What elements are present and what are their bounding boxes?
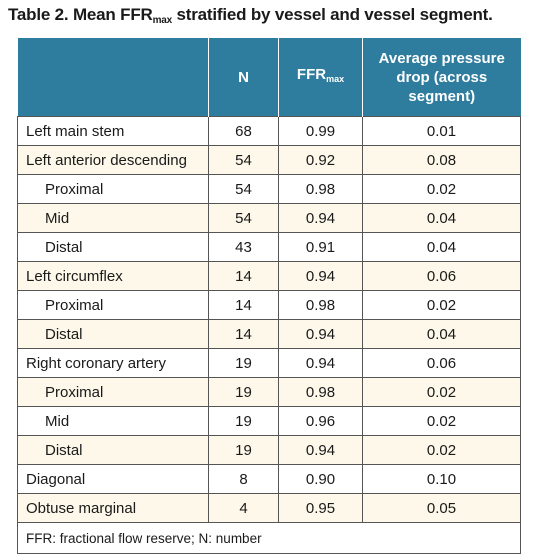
row-label: Mid (17, 203, 209, 233)
table-header: N FFRmax Average pressure drop (across s… (17, 38, 521, 117)
row-ffr: 0.98 (278, 174, 363, 204)
row-ffr: 0.96 (278, 406, 363, 436)
row-pressure-drop: 0.02 (362, 406, 521, 436)
table-row: Proximal 19 0.98 0.02 (17, 377, 521, 407)
row-ffr: 0.94 (278, 435, 363, 465)
row-pressure-drop: 0.04 (362, 203, 521, 233)
table-row: Right coronary artery 19 0.94 0.06 (17, 348, 521, 378)
table-row: Proximal 14 0.98 0.02 (17, 290, 521, 320)
row-pressure-drop: 0.10 (362, 464, 521, 494)
row-pressure-drop: 0.02 (362, 377, 521, 407)
row-pressure-drop: 0.04 (362, 319, 521, 349)
row-pressure-drop: 0.02 (362, 435, 521, 465)
table-title: Table 2. Mean FFRmax stratified by vesse… (8, 5, 493, 26)
row-label: Mid (17, 406, 209, 436)
title-rest: stratified by vessel and vessel segment. (172, 5, 493, 24)
table-row: Left main stem 68 0.99 0.01 (17, 116, 521, 146)
header-n: N (208, 38, 279, 117)
row-ffr: 0.98 (278, 290, 363, 320)
table-row: Distal 19 0.94 0.02 (17, 435, 521, 465)
row-n: 19 (208, 435, 279, 465)
data-table: N FFRmax Average pressure drop (across s… (17, 38, 521, 554)
row-n: 14 (208, 290, 279, 320)
row-n: 19 (208, 348, 279, 378)
row-n: 14 (208, 261, 279, 291)
row-label: Left main stem (17, 116, 209, 146)
row-label: Left anterior descending (17, 145, 209, 175)
row-pressure-drop: 0.02 (362, 174, 521, 204)
table-row: Left circumflex 14 0.94 0.06 (17, 261, 521, 291)
row-ffr: 0.94 (278, 348, 363, 378)
header-blank (17, 38, 209, 117)
row-label: Right coronary artery (17, 348, 209, 378)
row-n: 19 (208, 406, 279, 436)
row-pressure-drop: 0.08 (362, 145, 521, 175)
row-pressure-drop: 0.06 (362, 261, 521, 291)
table-row: Distal 43 0.91 0.04 (17, 232, 521, 262)
row-label: Proximal (17, 290, 209, 320)
row-n: 4 (208, 493, 279, 523)
header-pressure-drop: Average pressure drop (across segment) (362, 38, 521, 117)
row-n: 43 (208, 232, 279, 262)
table-body: Left main stem 68 0.99 0.01 Left anterior de… (17, 116, 521, 523)
row-label: Proximal (17, 174, 209, 204)
row-pressure-drop: 0.06 (362, 348, 521, 378)
row-label: Distal (17, 319, 209, 349)
header-ffr-subscript: max (326, 74, 345, 84)
row-ffr: 0.91 (278, 232, 363, 262)
row-label: Distal (17, 232, 209, 262)
table-row: Obtuse marginal 4 0.95 0.05 (17, 493, 521, 523)
row-ffr: 0.95 (278, 493, 363, 523)
row-pressure-drop: 0.04 (362, 232, 521, 262)
title-main: Table 2. Mean FFR (8, 5, 153, 24)
row-ffr: 0.92 (278, 145, 363, 175)
table-footer: FFR: fractional flow reserve; N: number (17, 522, 521, 554)
row-pressure-drop: 0.05 (362, 493, 521, 523)
row-n: 19 (208, 377, 279, 407)
footnote-row: FFR: fractional flow reserve; N: number (17, 522, 521, 554)
row-n: 8 (208, 464, 279, 494)
footnote: FFR: fractional flow reserve; N: number (17, 522, 521, 554)
table-row: Left anterior descending 54 0.92 0.08 (17, 145, 521, 175)
row-pressure-drop: 0.01 (362, 116, 521, 146)
header-ffr-main: FFR (296, 66, 327, 83)
row-ffr: 0.94 (278, 203, 363, 233)
row-n: 54 (208, 174, 279, 204)
row-label: Obtuse marginal (17, 493, 209, 523)
table-row: Proximal 54 0.98 0.02 (17, 174, 521, 204)
row-n: 68 (208, 116, 279, 146)
row-label: Proximal (17, 377, 209, 407)
row-ffr: 0.98 (278, 377, 363, 407)
row-n: 14 (208, 319, 279, 349)
row-n: 54 (208, 203, 279, 233)
row-ffr: 0.94 (278, 261, 363, 291)
row-label: Left circumflex (17, 261, 209, 291)
row-label: Distal (17, 435, 209, 465)
header-row: N FFRmax Average pressure drop (across s… (17, 38, 521, 117)
row-ffr: 0.99 (278, 116, 363, 146)
row-n: 54 (208, 145, 279, 175)
title-subscript: max (152, 15, 173, 26)
header-ffr: FFRmax (278, 38, 363, 117)
table-row: Distal 14 0.94 0.04 (17, 319, 521, 349)
table-row: Mid 19 0.96 0.02 (17, 406, 521, 436)
row-ffr: 0.94 (278, 319, 363, 349)
row-pressure-drop: 0.02 (362, 290, 521, 320)
table-row: Diagonal 8 0.90 0.10 (17, 464, 521, 494)
row-ffr: 0.90 (278, 464, 363, 494)
row-label: Diagonal (17, 464, 209, 494)
table-row: Mid 54 0.94 0.04 (17, 203, 521, 233)
